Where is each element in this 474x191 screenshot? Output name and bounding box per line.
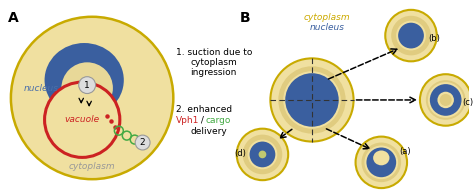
Text: 2: 2 <box>140 138 146 147</box>
Text: nucleus: nucleus <box>310 23 344 32</box>
Text: (c): (c) <box>463 98 474 107</box>
Text: (d): (d) <box>235 149 246 158</box>
Circle shape <box>420 74 472 126</box>
Ellipse shape <box>45 43 124 117</box>
Circle shape <box>398 23 424 49</box>
Text: cytoplasm: cytoplasm <box>69 162 116 171</box>
Circle shape <box>270 58 354 142</box>
Circle shape <box>362 142 401 182</box>
Text: /: / <box>198 116 207 125</box>
Circle shape <box>430 84 462 116</box>
Circle shape <box>426 80 465 120</box>
Circle shape <box>247 140 277 169</box>
Circle shape <box>283 71 341 129</box>
Text: Vph1: Vph1 <box>176 116 200 125</box>
Circle shape <box>79 77 96 94</box>
Circle shape <box>285 73 339 127</box>
Text: B: B <box>240 11 250 25</box>
Text: (b): (b) <box>428 34 440 43</box>
Circle shape <box>278 66 346 134</box>
Circle shape <box>243 135 282 174</box>
Text: 1. suction due to: 1. suction due to <box>176 49 253 57</box>
Circle shape <box>62 62 113 114</box>
Circle shape <box>396 21 426 50</box>
Circle shape <box>250 142 275 167</box>
Circle shape <box>438 92 454 108</box>
Circle shape <box>440 94 452 106</box>
Text: 1: 1 <box>84 81 90 90</box>
Text: 2. enhanced: 2. enhanced <box>176 105 232 114</box>
Text: cytoplasm: cytoplasm <box>190 58 237 67</box>
Circle shape <box>135 135 150 150</box>
Circle shape <box>385 10 437 61</box>
Circle shape <box>365 146 398 179</box>
Text: delivery: delivery <box>190 127 227 136</box>
Text: cargo: cargo <box>205 116 230 125</box>
Circle shape <box>11 17 173 179</box>
Text: cytoplasm: cytoplasm <box>303 13 350 22</box>
Circle shape <box>391 16 431 55</box>
Circle shape <box>237 129 288 180</box>
Circle shape <box>259 151 266 158</box>
Text: ingression: ingression <box>190 68 237 77</box>
Circle shape <box>428 82 464 118</box>
Text: A: A <box>8 11 18 25</box>
Text: (a): (a) <box>399 147 411 156</box>
Text: vacuole: vacuole <box>64 115 100 124</box>
Text: nucleus: nucleus <box>24 84 59 93</box>
Ellipse shape <box>368 162 395 172</box>
Ellipse shape <box>373 151 390 165</box>
Circle shape <box>45 82 120 157</box>
Circle shape <box>366 147 396 177</box>
Circle shape <box>356 137 407 188</box>
